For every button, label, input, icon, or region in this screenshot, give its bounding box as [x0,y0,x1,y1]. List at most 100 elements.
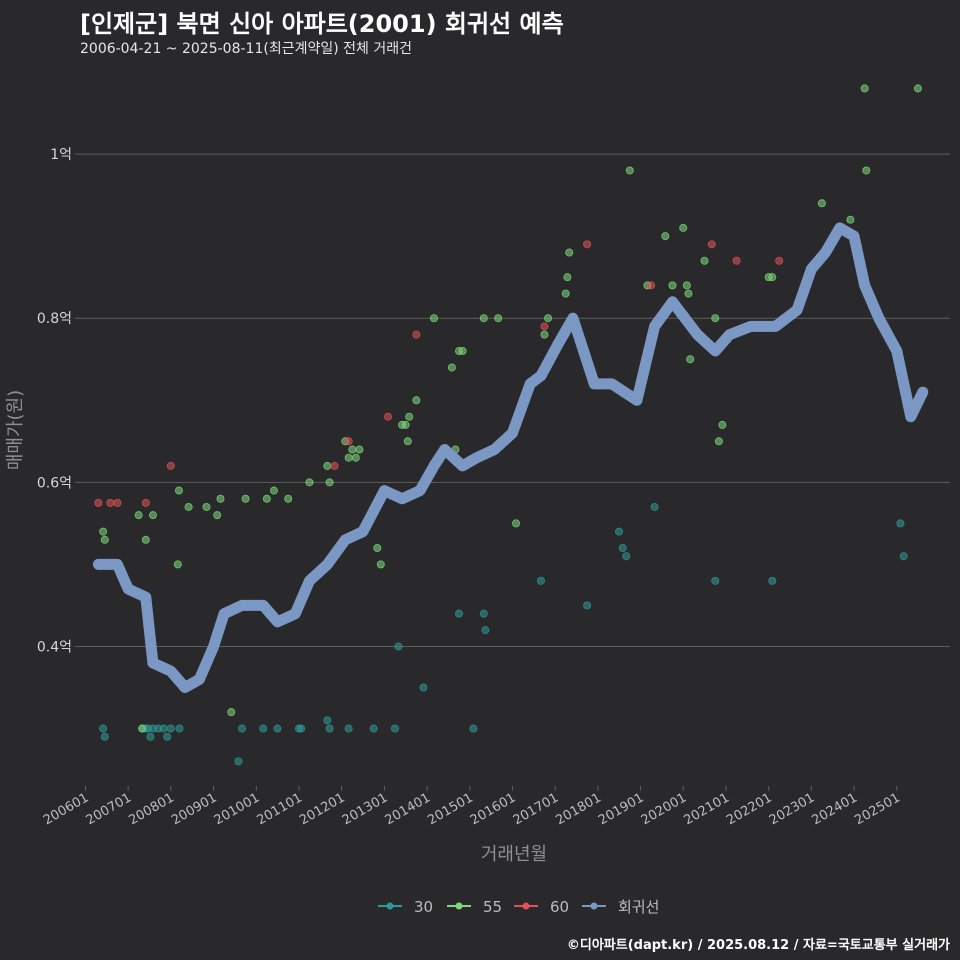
data-point-55 [355,445,364,454]
data-point-60 [647,281,656,290]
data-point-30 [99,724,108,733]
data-point-55 [686,355,695,364]
data-point-55 [284,494,293,503]
data-point-55 [405,412,414,421]
data-point-30 [583,601,592,610]
data-point-55 [479,314,488,323]
data-point-55 [344,453,353,462]
data-point-30 [469,724,478,733]
data-point-30 [711,576,720,585]
data-point-55 [262,494,271,503]
data-point-30 [390,724,399,733]
data-point-55 [429,314,438,323]
x-tick-label: 201801 [553,790,603,828]
legend-key-dot-55 [455,902,463,910]
data-point-60 [113,498,122,507]
x-tick-label: 202501 [852,790,902,828]
data-point-55 [351,453,360,462]
x-tick-label: 201701 [511,790,561,828]
data-point-55 [540,330,549,339]
data-point-55 [325,478,334,487]
data-point-30 [615,527,624,536]
y-tick-label: 1억 [50,147,72,163]
data-point-55 [625,166,634,175]
data-point-30 [896,519,905,528]
data-point-30 [166,724,175,733]
regression-line-layer [92,222,929,693]
data-point-30 [618,544,627,553]
data-point-55 [682,281,691,290]
data-point-55 [184,502,193,511]
data-point-30 [650,502,659,511]
data-point-55 [148,511,157,520]
legend-key-dot-60 [522,902,530,910]
data-point-55 [860,84,869,93]
y-tick-label: 0.6억 [37,475,72,491]
data-point-55 [216,494,225,503]
data-point-60 [583,240,592,249]
data-point-55 [714,437,723,446]
data-point-55 [561,289,570,298]
data-point-60 [775,256,784,265]
x-tick-label: 201401 [383,790,433,828]
data-point-55 [141,535,150,544]
data-point-30 [159,724,168,733]
data-point-55 [544,314,553,323]
x-tick-label: 200601 [41,790,91,828]
legend-label-30: 30 [414,898,433,916]
data-point-30 [344,724,353,733]
legend-label-55: 55 [483,898,502,916]
x-tick-label: 201001 [212,790,262,828]
data-point-55 [700,256,709,265]
data-point-55 [373,544,382,553]
data-point-55 [99,527,108,536]
data-point-55 [563,273,572,282]
x-tick-label: 202101 [682,790,732,828]
legend: 30 55 60 회귀선 [378,898,659,916]
x-tick-label: 201301 [340,790,390,828]
data-point-55 [323,461,332,470]
x-tick-label: 200701 [84,790,134,828]
data-point-30 [273,724,282,733]
data-point-60 [106,498,115,507]
data-point-55 [458,347,467,356]
data-point-55 [565,248,574,257]
data-point-55 [661,232,670,241]
data-point-60 [732,256,741,265]
data-point-55 [401,420,410,429]
data-point-55 [269,486,278,495]
data-point-60 [412,330,421,339]
data-point-30 [455,609,464,618]
data-point-30 [479,609,488,618]
chart-subtitle: 2006-04-21 ~ 2025-08-11(최근계약일) 전체 거래건 [80,41,412,57]
x-tick-label: 202401 [810,790,860,828]
data-point-55 [711,314,720,323]
data-point-30 [259,724,268,733]
data-point-55 [718,420,727,429]
data-point-55 [447,363,456,372]
data-point-30 [622,552,631,561]
x-tick-label: 201901 [596,790,646,828]
x-tick-label: 200801 [126,790,176,828]
data-point-55 [494,314,503,323]
legend-key-dot-30 [386,902,394,910]
data-point-55 [846,215,855,224]
x-tick-label: 202301 [767,790,817,828]
data-point-55 [376,560,385,569]
data-point-30 [238,724,247,733]
data-point-55 [684,289,693,298]
x-tick-label: 202001 [639,790,689,828]
data-point-55 [174,486,183,495]
data-point-30 [163,732,172,741]
x-axis-title: 거래년월 [481,844,547,865]
data-point-60 [166,461,175,470]
data-point-55 [100,535,109,544]
chart-title: [인제군] 북면 신아 아파트(2001) 회귀선 예측 [80,10,564,38]
data-point-55 [202,502,211,511]
data-point-55 [412,396,421,405]
y-axis-title: 매매가(원) [5,390,26,470]
legend-key-dot-회귀선 [590,902,598,910]
scatter-points [94,84,922,766]
data-point-60 [344,437,353,446]
x-tick-label: 201101 [254,790,304,828]
